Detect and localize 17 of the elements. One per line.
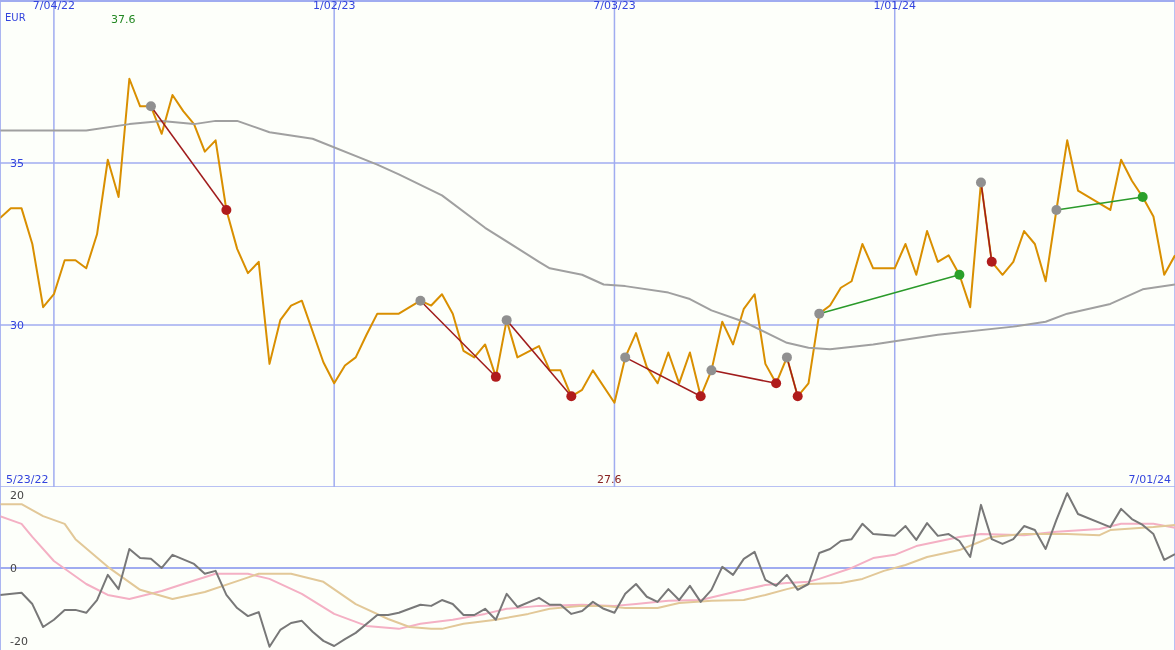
annotation: 27.6 (597, 473, 622, 486)
x-tick-label: 7/03/23 (593, 0, 636, 12)
y-tick-label: 35 (10, 156, 24, 170)
y-tick-label: 0 (10, 561, 17, 575)
x-tick-label: 7/04/22 (32, 0, 76, 12)
y-tick-label: -20 (10, 634, 28, 648)
y-tick-label: 20 (10, 488, 24, 502)
annotation: 37.6 (111, 13, 136, 26)
x-tick-label: 1/02/23 (312, 0, 356, 12)
y-axis-title: EUR (5, 12, 26, 23)
y-tick-label: 30 (10, 318, 24, 332)
line-series (0, 77, 1175, 404)
line-series (0, 492, 1175, 648)
annotation: 5/23/22 (6, 473, 49, 486)
x-tick-label: 1/01/24 (873, 0, 916, 12)
line-series (0, 119, 1175, 351)
annotation: 7/01/24 (1128, 473, 1171, 486)
